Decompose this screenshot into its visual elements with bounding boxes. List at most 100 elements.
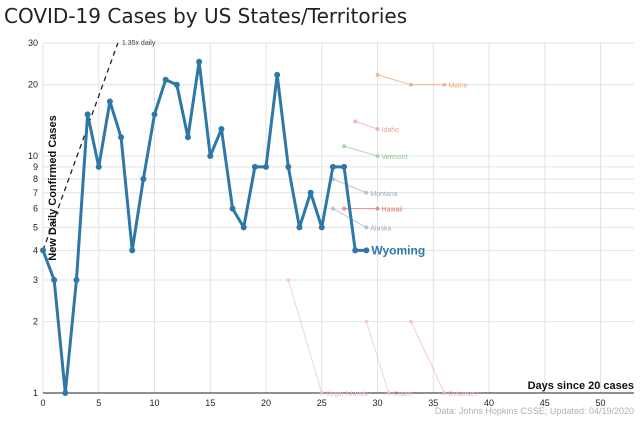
highlight-series-point (352, 247, 359, 254)
y-tick-label: 7 (33, 188, 38, 198)
highlight-series-point (329, 163, 336, 170)
background-series-point (442, 391, 447, 395)
highlight-series-point (173, 81, 180, 88)
x-tick-label: 35 (428, 398, 438, 408)
background-series-point (353, 119, 358, 124)
x-tick-label: 15 (205, 398, 215, 408)
background-series-line (355, 120, 378, 130)
x-tick-label: 30 (373, 398, 383, 408)
highlight-series-point (129, 247, 136, 254)
background-series-line (365, 321, 390, 394)
background-series-point (408, 319, 413, 324)
background-series-label: Idaho (382, 127, 400, 134)
background-series-point (286, 277, 291, 282)
y-tick-label: 8 (33, 174, 38, 184)
highlight-series-point (40, 247, 46, 254)
trend-line-label: 1.35x daily (122, 40, 156, 47)
trend-line: 1.35x daily (42, 40, 156, 251)
highlight-series-point (196, 58, 203, 65)
x-tick-label: 20 (261, 398, 271, 408)
y-tick-label: 4 (33, 245, 38, 255)
background-series-line (410, 321, 445, 394)
highlight-series-point (62, 390, 69, 396)
highlight-series-point (285, 163, 292, 170)
background-series-point (319, 391, 324, 395)
highlight-series-point (184, 134, 191, 141)
highlight-series-point (296, 224, 303, 231)
x-tick-label: 50 (596, 398, 606, 408)
background-series-line (343, 145, 378, 157)
background-series-point (375, 154, 380, 159)
y-tick-label: 2 (33, 317, 38, 327)
source-note: Data: Johns Hopkins CSSE; Updated: 04/19… (435, 406, 634, 416)
background-series-label: Vermont (382, 154, 408, 161)
background-series-label: Delaware (448, 391, 478, 398)
highlight-series-point (251, 163, 258, 170)
y-tick-label: 20 (28, 80, 38, 90)
x-tick-label: 45 (540, 398, 550, 408)
background-series-label: Hawaii (382, 207, 403, 214)
background-series-point (375, 72, 380, 77)
y-tick-label: 10 (28, 151, 38, 161)
background-series-point (386, 391, 391, 395)
highlight-series-point (140, 176, 147, 183)
highlight-series-point (73, 276, 80, 283)
background-series-line (332, 178, 367, 194)
highlight-series-point (341, 163, 348, 170)
x-tick-label: 5 (96, 398, 101, 408)
background-series-point (342, 144, 347, 149)
highlight-series-point (118, 134, 125, 141)
highlight-series-point (263, 163, 270, 170)
background-series-point (364, 225, 369, 230)
grid (42, 42, 634, 394)
highlight-series-point (151, 111, 158, 118)
x-tick-label: 40 (484, 398, 494, 408)
x-tick-label: 10 (150, 398, 160, 408)
background-series-label: Virgin Islands (326, 391, 368, 398)
x-tick-label: 0 (40, 398, 45, 408)
background-series-point (375, 206, 380, 211)
y-tick-label: 9 (33, 162, 38, 172)
highlight-series-point (218, 126, 225, 133)
highlight-series-point (84, 111, 91, 118)
y-tick-label: 1 (33, 388, 38, 398)
y-tick-label: 3 (33, 275, 38, 285)
chart-title: COVID-19 Cases by US States/Territories (4, 4, 408, 28)
y-axis-label: New Daily Confirmed Cases (47, 115, 59, 261)
highlight-series-point (95, 163, 102, 170)
highlight-series-label: Wyoming (371, 243, 425, 257)
highlight-series-point (363, 247, 370, 254)
highlight-series-point (229, 205, 236, 212)
background-series-point (408, 82, 413, 87)
background-series-line (287, 279, 323, 394)
highlight-series-point (106, 98, 113, 105)
y-tick-label: 5 (33, 222, 38, 232)
highlight-series: Wyoming (40, 58, 425, 396)
background-series-point (330, 206, 335, 211)
background-series-label: Guam (393, 391, 412, 398)
highlight-series-point (318, 224, 325, 231)
highlight-series-point (162, 76, 169, 83)
x-axis-label: Days since 20 cases (528, 380, 634, 392)
highlight-series-point (51, 276, 58, 283)
highlight-series-point (274, 71, 281, 78)
highlight-series-line (41, 60, 367, 395)
highlight-series-point (240, 224, 247, 231)
background-series-label: Alaska (370, 225, 391, 232)
x-tick-label: 25 (317, 398, 327, 408)
y-tick-label: 30 (28, 38, 38, 48)
background-lines: Maine Idaho Vermont Montana Hawaii Alaska Virg… (286, 72, 478, 398)
highlight-series-point (207, 153, 214, 160)
y-tick-label: 6 (33, 204, 38, 214)
background-series-point (364, 190, 369, 195)
highlight-series-point (307, 189, 314, 196)
background-series-label: Maine (448, 83, 467, 90)
background-series-point (375, 127, 380, 132)
background-series-point (442, 82, 447, 87)
background-series-point (342, 206, 347, 211)
background-series-label: Montana (370, 191, 397, 198)
trend-line-path (42, 42, 119, 251)
background-series-point (364, 319, 369, 324)
